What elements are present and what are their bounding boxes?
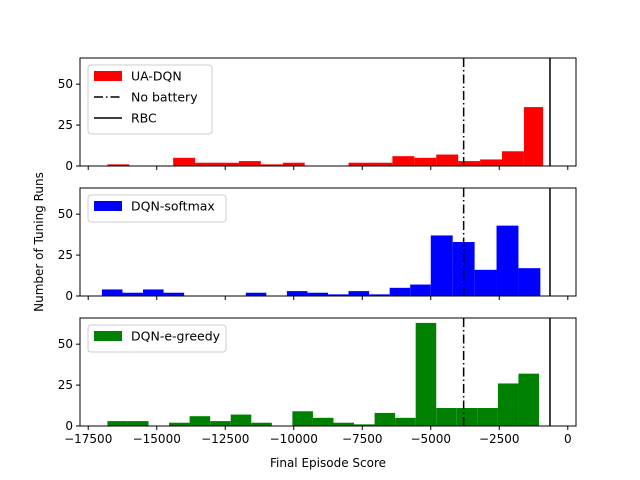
histogram-bar [502,151,524,166]
legend-swatch [94,201,122,211]
legend-label: DQN-softmax [131,199,215,214]
histogram-bar [477,408,498,426]
histogram-bar [251,422,272,426]
histogram-bar [245,292,267,296]
histogram-bar [348,162,371,166]
histogram-bar [496,225,519,296]
histogram-bar [480,159,503,166]
histogram-bar [312,417,334,426]
histogram-bar [414,157,437,166]
axes-frame [79,57,577,167]
histogram-bar [354,424,375,426]
histogram-bar [195,162,218,166]
histogram-bar [452,242,475,296]
histogram-bar [370,162,393,166]
histogram-bar [143,289,164,296]
y-tick-label: 25 [58,248,73,262]
histogram-bar [456,408,478,426]
histogram-bar [333,422,355,426]
legend: DQN-e-greedy [87,324,227,353]
histogram-bar [217,162,239,166]
y-tick-label: 25 [58,378,73,392]
histogram-bar [436,408,457,426]
y-tick-label: 0 [65,419,73,433]
x-tick-label: −7500 [342,432,383,446]
histogram-bar [369,294,390,296]
histogram-bar [518,373,539,426]
histogram-bar [107,421,128,426]
histogram-bar [307,292,328,296]
histogram-bar [210,421,231,426]
x-tick-label: 0 [564,432,572,446]
histogram-bar [474,269,497,296]
x-tick-label: −5000 [410,432,451,446]
y-tick-label: 25 [58,118,73,132]
histogram-bar [374,412,396,426]
histogram-bar [415,322,437,426]
histogram-bar [395,417,416,426]
legend-label: RBC [131,111,157,126]
histogram-bar [101,289,123,296]
x-axis-title: Final Episode Score [270,456,386,470]
legend-box [87,324,227,353]
histogram-bar [122,292,144,296]
histogram-bar [430,235,453,296]
histogram-bar [523,107,544,166]
axes-frame [79,187,577,297]
panels-group: 0 25 50 UA-DQN No battery RBC 0 25 50 DQN-softmax… [58,57,577,433]
y-tick-label: 50 [58,77,73,91]
histogram-bar [230,414,252,426]
legend-swatch [94,331,122,341]
x-tick-label: −15000 [133,432,181,446]
x-tick-label: −2500 [479,432,520,446]
x-tick-label: −10000 [270,432,318,446]
y-tick-label: 50 [58,207,73,221]
legend: DQN-softmax [87,194,227,223]
histogram-bar [458,161,481,166]
x-axis: −17500 −15000 −12500 −10000 −7500 −5000 −2500 0 [64,432,571,446]
histogram-bar [389,287,411,296]
legend-label: UA-DQN [131,69,182,84]
histogram-bar [518,268,541,296]
legend: UA-DQN No battery RBC [87,64,213,135]
y-tick-label: 0 [65,289,73,303]
axes-frame [79,317,577,427]
y-tick-label: 50 [58,337,73,351]
histogram-bar [107,164,130,166]
panel-1: 0 25 50 UA-DQN No battery RBC [58,57,577,173]
legend-box [87,194,227,223]
histogram-bar [127,421,149,426]
histogram-bar [260,164,283,166]
histogram-bar [238,161,261,166]
histogram-bar [173,157,196,166]
legend-label: No battery [131,90,198,105]
histogram-bar [189,416,211,426]
histogram-bar [163,292,185,296]
histogram-bar [436,154,459,166]
histogram-bar [292,411,313,426]
histogram-bar [497,383,519,426]
x-tick-label: −17500 [64,432,112,446]
histogram-bar [286,291,308,296]
histogram-bar [410,284,431,296]
panel-3: 0 25 50 DQN-e-greedy [58,317,577,433]
histogram-bar [169,422,190,426]
legend-swatch [94,71,122,81]
panel-2: 0 25 50 DQN-softmax [58,187,577,303]
legend-label: DQN-e-greedy [131,329,221,344]
histogram-bar [348,291,370,296]
y-tick-label: 0 [65,159,73,173]
histogram-bar [392,156,415,166]
legend-box [87,64,213,135]
histogram-bar [282,162,305,166]
x-tick-label: −12500 [201,432,249,446]
y-axis-title: Number of Tuning Runs [32,172,46,312]
histogram-bar [328,294,349,296]
